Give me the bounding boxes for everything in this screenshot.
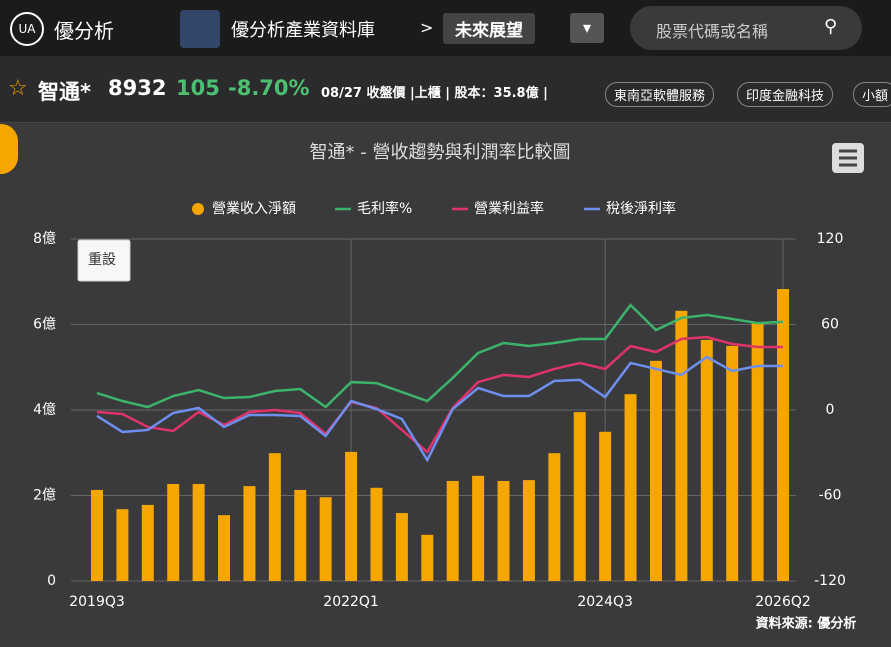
source-note: 資料來源: 優分析 [756,616,857,632]
line [96,303,784,409]
y2-tick-label: 120 [817,231,844,247]
y2-tick-label: -120 [814,573,846,589]
y-tick-label: 8億 [33,231,56,247]
tip-button[interactable] [0,124,18,174]
reset-button-label: 重設 [88,252,116,268]
chart-title: 智通* - 營收趨勢與利潤率比較圖 [310,142,571,163]
y-tick-label: 4億 [33,402,56,418]
bar [522,480,535,581]
bar [675,310,688,581]
y2-tick-label: 0 [826,402,835,418]
search-icon[interactable]: ⚲ [824,16,838,37]
legend-label: 毛利率% [357,200,412,217]
logo-icon[interactable]: UA [10,12,44,46]
x-tick-label: 2019Q3 [69,594,125,610]
bar [268,453,281,581]
bar [599,431,612,581]
top-bar: UA 優分析 優分析產業資料庫 > 未來展望 ▾ 股票代碼或名稱 ⚲ [0,0,891,56]
bar [370,487,383,581]
bar [192,483,205,581]
x-tick-label: 2026Q2 [755,594,811,610]
menu-icon [839,149,857,167]
bar [421,534,434,581]
y-tick-label: 2億 [33,488,56,504]
plot-area: 0 2億 4億 6億 8億 -120 -60 0 60 120 2019Q3 2022Q1 2024Q3… [33,200,846,610]
bar [167,483,180,581]
bar [548,453,561,581]
industry-tag[interactable]: 小額 [853,82,891,107]
legend-label: 營業利益率 [474,200,544,217]
bar [751,322,764,581]
x-tick-label: 2022Q1 [323,594,379,610]
bar [649,360,662,581]
favorite-star[interactable]: ☆ [8,76,28,101]
legend-label: 稅後淨利率 [606,200,676,217]
stock-change: -8.70% [228,76,310,100]
bar [700,339,713,581]
legend-symbol [192,203,204,215]
bar [573,412,586,581]
dropdown-button[interactable]: ▾ [570,13,604,43]
y-tick-label: 6億 [33,317,56,333]
y-tick-label: 0 [47,573,56,589]
search-box[interactable]: 股票代碼或名稱 ⚲ [630,6,862,50]
logo-text[interactable]: 優分析 [54,19,114,43]
reset-button[interactable] [77,239,131,282]
breadcrumb-separator: > [420,18,434,37]
section-name[interactable]: 未來展望 [443,13,535,44]
bar [116,509,129,581]
bar [294,489,307,581]
x-tick-label: 2024Q3 [577,594,633,610]
stock-price: 105 [176,76,220,100]
stock-info: 08/27 收盤價 |上櫃 | 股本：35.8億 | [321,86,548,101]
bar [726,345,739,581]
search-placeholder: 股票代碼或名稱 [656,22,769,41]
bar [319,497,332,581]
product-icon [180,10,220,48]
bar [624,394,637,581]
bar [472,475,485,581]
bar [91,489,103,581]
industry-tag[interactable]: 印度金融科技 [737,82,834,107]
bar [446,480,459,581]
bar [777,289,789,581]
stock-name: 智通* [38,80,91,104]
bar [218,515,231,581]
product-name[interactable]: 優分析產業資料庫 [231,20,375,41]
y2-tick-label: 60 [821,317,839,333]
stock-code: 8932 [108,76,167,100]
legend-label: 營業收入淨額 [212,201,296,217]
line [96,355,783,463]
bar [141,504,154,581]
bar [243,486,256,581]
y2-tick-label: -60 [819,488,842,504]
industry-tag[interactable]: 東南亞軟體服務 [605,82,715,107]
bar [497,480,510,581]
bar [395,513,408,581]
bar [345,451,358,581]
